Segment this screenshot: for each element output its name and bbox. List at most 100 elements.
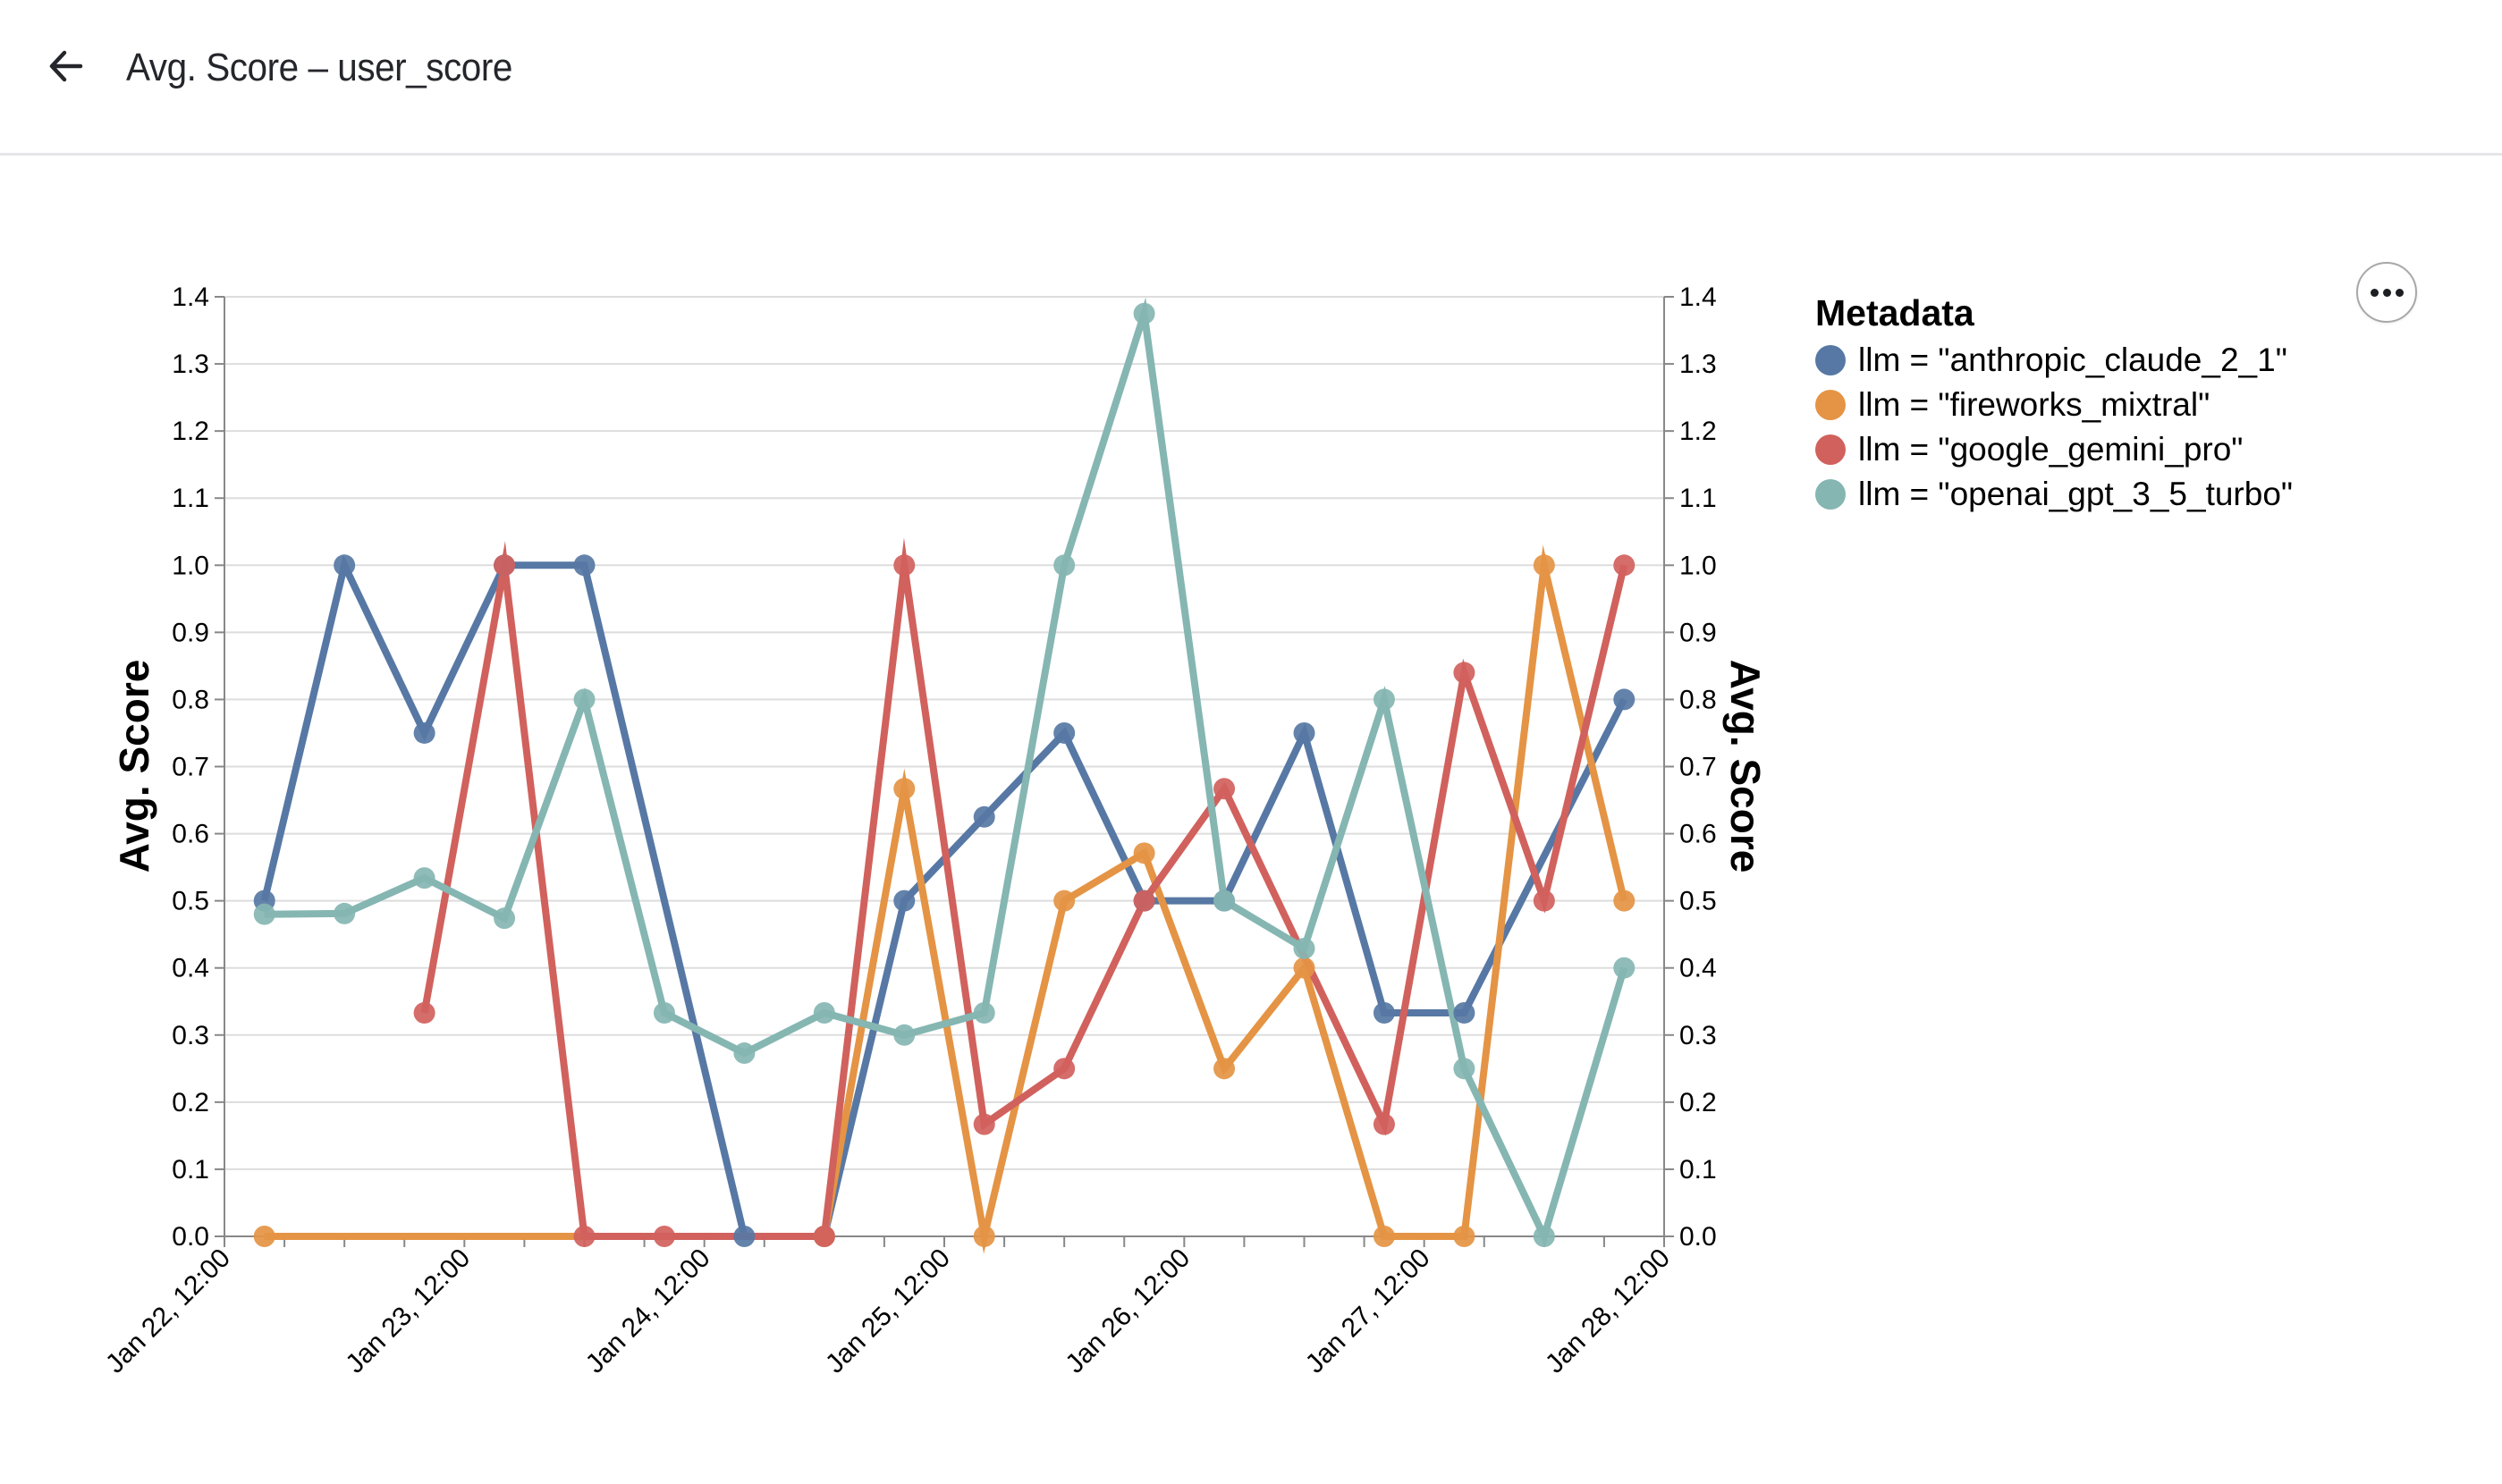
data-point <box>893 1024 916 1046</box>
y-tick-label-right: 0.4 <box>1679 954 1717 983</box>
data-point <box>733 1226 756 1247</box>
data-point <box>1293 937 1315 959</box>
y-tick-label-left: 1.2 <box>172 417 209 446</box>
data-point <box>653 1002 675 1024</box>
legend-label: llm = "google_gemini_pro" <box>1858 431 2244 468</box>
data-point <box>1453 1226 1475 1247</box>
x-tick-label: Jan 22, 12:00 <box>100 1244 236 1379</box>
data-point <box>1133 842 1155 864</box>
more-horizontal-icon <box>2382 288 2391 297</box>
x-tick-label: Jan 24, 12:00 <box>580 1244 716 1379</box>
data-point <box>653 1226 675 1247</box>
page-title: Avg. Score – user_score <box>126 46 512 89</box>
back-button[interactable] <box>39 39 93 93</box>
data-point <box>1053 1058 1076 1080</box>
y-tick-label-left: 0.1 <box>172 1155 209 1185</box>
data-point <box>1053 554 1076 577</box>
x-tick-label: Jan 28, 12:00 <box>1540 1244 1676 1379</box>
data-point <box>1453 1058 1475 1080</box>
legend-swatch <box>1815 434 1846 465</box>
data-point <box>1133 302 1155 325</box>
data-point <box>1613 688 1636 711</box>
data-point <box>253 903 275 925</box>
y-tick-label-right: 0.1 <box>1679 1155 1717 1185</box>
y-tick-label-right: 0.7 <box>1679 753 1717 782</box>
data-point <box>413 1002 435 1024</box>
data-point <box>973 1226 995 1247</box>
legend-swatch <box>1815 479 1846 510</box>
legend-item-google-gemini-pro[interactable]: llm = "google_gemini_pro" <box>1815 427 2293 472</box>
y-axis-title-right: Avg. Score <box>1722 660 1769 873</box>
arrow-left-icon <box>49 50 83 82</box>
y-tick-label-left: 1.3 <box>172 350 209 379</box>
data-point <box>1453 662 1475 684</box>
data-point <box>1213 778 1236 800</box>
y-tick-label-right: 1.1 <box>1679 484 1717 513</box>
data-point <box>1053 721 1076 744</box>
data-point <box>1053 890 1076 912</box>
data-point <box>334 902 356 924</box>
data-point <box>494 554 516 577</box>
data-point <box>1213 1058 1236 1080</box>
series-line <box>420 537 1628 1240</box>
y-tick-label-left: 0.8 <box>172 685 209 714</box>
data-point <box>893 890 916 912</box>
data-point <box>1373 688 1395 711</box>
y-tick-label-right: 0.3 <box>1679 1021 1717 1050</box>
chart-menu-button[interactable] <box>2356 262 2417 323</box>
data-point <box>973 805 995 828</box>
data-point <box>253 1226 275 1247</box>
data-point <box>1133 890 1155 912</box>
x-tick-label: Jan 23, 12:00 <box>340 1244 476 1379</box>
legend-item-fireworks-mixtral[interactable]: llm = "fireworks_mixtral" <box>1815 383 2293 427</box>
data-point <box>1373 1226 1395 1247</box>
data-point <box>1613 890 1636 912</box>
y-tick-label-right: 0.2 <box>1679 1088 1717 1117</box>
legend-swatch <box>1815 390 1846 420</box>
data-point <box>1373 1113 1395 1135</box>
data-point <box>893 778 916 800</box>
y-tick-label-right: 1.3 <box>1679 350 1717 379</box>
data-point <box>573 688 596 711</box>
series-layer <box>253 297 1636 1254</box>
legend-item-openai-gpt-3-5-turbo[interactable]: llm = "openai_gpt_3_5_turbo" <box>1815 472 2293 517</box>
data-point <box>573 1226 596 1247</box>
data-point <box>1613 957 1636 979</box>
y-tick-label-left: 1.4 <box>172 282 209 312</box>
y-tick-label-left: 0.6 <box>172 820 209 849</box>
legend-swatch <box>1815 345 1846 375</box>
y-tick-label-right: 0.6 <box>1679 820 1717 849</box>
data-point <box>1533 554 1555 577</box>
y-tick-label-left: 0.0 <box>172 1222 209 1252</box>
legend-item-anthropic-claude-2-1[interactable]: llm = "anthropic_claude_2_1" <box>1815 338 2293 383</box>
data-point <box>1213 890 1236 912</box>
x-tick-label: Jan 25, 12:00 <box>820 1244 956 1379</box>
data-point <box>573 554 596 577</box>
data-point <box>413 721 435 744</box>
y-tick-label-left: 1.0 <box>172 551 209 580</box>
legend-label: llm = "openai_gpt_3_5_turbo" <box>1858 476 2294 512</box>
legend-label: llm = "fireworks_mixtral" <box>1858 386 2210 423</box>
series-line <box>264 297 1628 1247</box>
x-tick-label: Jan 26, 12:00 <box>1060 1244 1196 1379</box>
y-tick-label-right: 0.9 <box>1679 618 1717 647</box>
y-tick-label-right: 0.5 <box>1679 887 1717 916</box>
data-point <box>1293 721 1315 744</box>
y-tick-label-right: 1.2 <box>1679 417 1717 446</box>
data-point <box>733 1042 756 1065</box>
y-tick-label-left: 0.3 <box>172 1021 209 1050</box>
legend-title: Metadata <box>1815 292 1974 333</box>
data-point <box>1613 554 1636 577</box>
more-horizontal-icon <box>2395 288 2404 297</box>
y-tick-label-right: 1.0 <box>1679 551 1717 580</box>
data-point <box>413 867 435 890</box>
y-tick-label-left: 0.4 <box>172 954 209 983</box>
data-point <box>1453 1002 1475 1024</box>
data-point <box>893 554 916 577</box>
data-point <box>1293 957 1315 979</box>
legend-label: llm = "anthropic_claude_2_1" <box>1858 341 2287 378</box>
data-point <box>1533 890 1555 912</box>
y-tick-label-left: 0.7 <box>172 753 209 782</box>
y-tick-label-left: 1.1 <box>172 484 209 513</box>
data-point <box>813 1226 835 1247</box>
